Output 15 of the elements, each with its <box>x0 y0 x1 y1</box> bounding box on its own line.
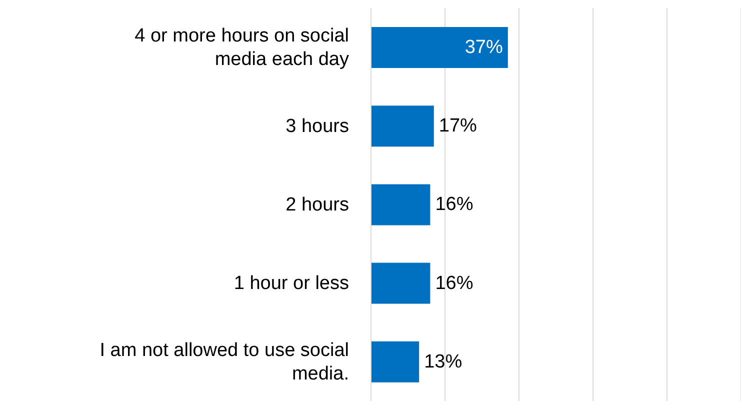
data-label: 16% <box>435 194 474 216</box>
y-tick-label: 3 hours <box>286 115 349 136</box>
bar <box>371 341 420 382</box>
data-label: 37% <box>464 37 504 58</box>
y-tick-label: 2 hours <box>286 194 349 215</box>
bar <box>371 106 434 147</box>
bar <box>371 184 430 226</box>
bar <box>371 27 508 68</box>
data-label: 16% <box>435 272 474 294</box>
y-tick-label: I am not allowed to use social media. <box>100 339 349 384</box>
y-tick-label: 1 hour or less <box>234 272 349 294</box>
data-label: 13% <box>424 351 462 372</box>
data-label: 17% <box>438 116 478 137</box>
y-tick-label: 4 or more hours on social media each day <box>134 24 350 70</box>
bar <box>371 262 430 304</box>
